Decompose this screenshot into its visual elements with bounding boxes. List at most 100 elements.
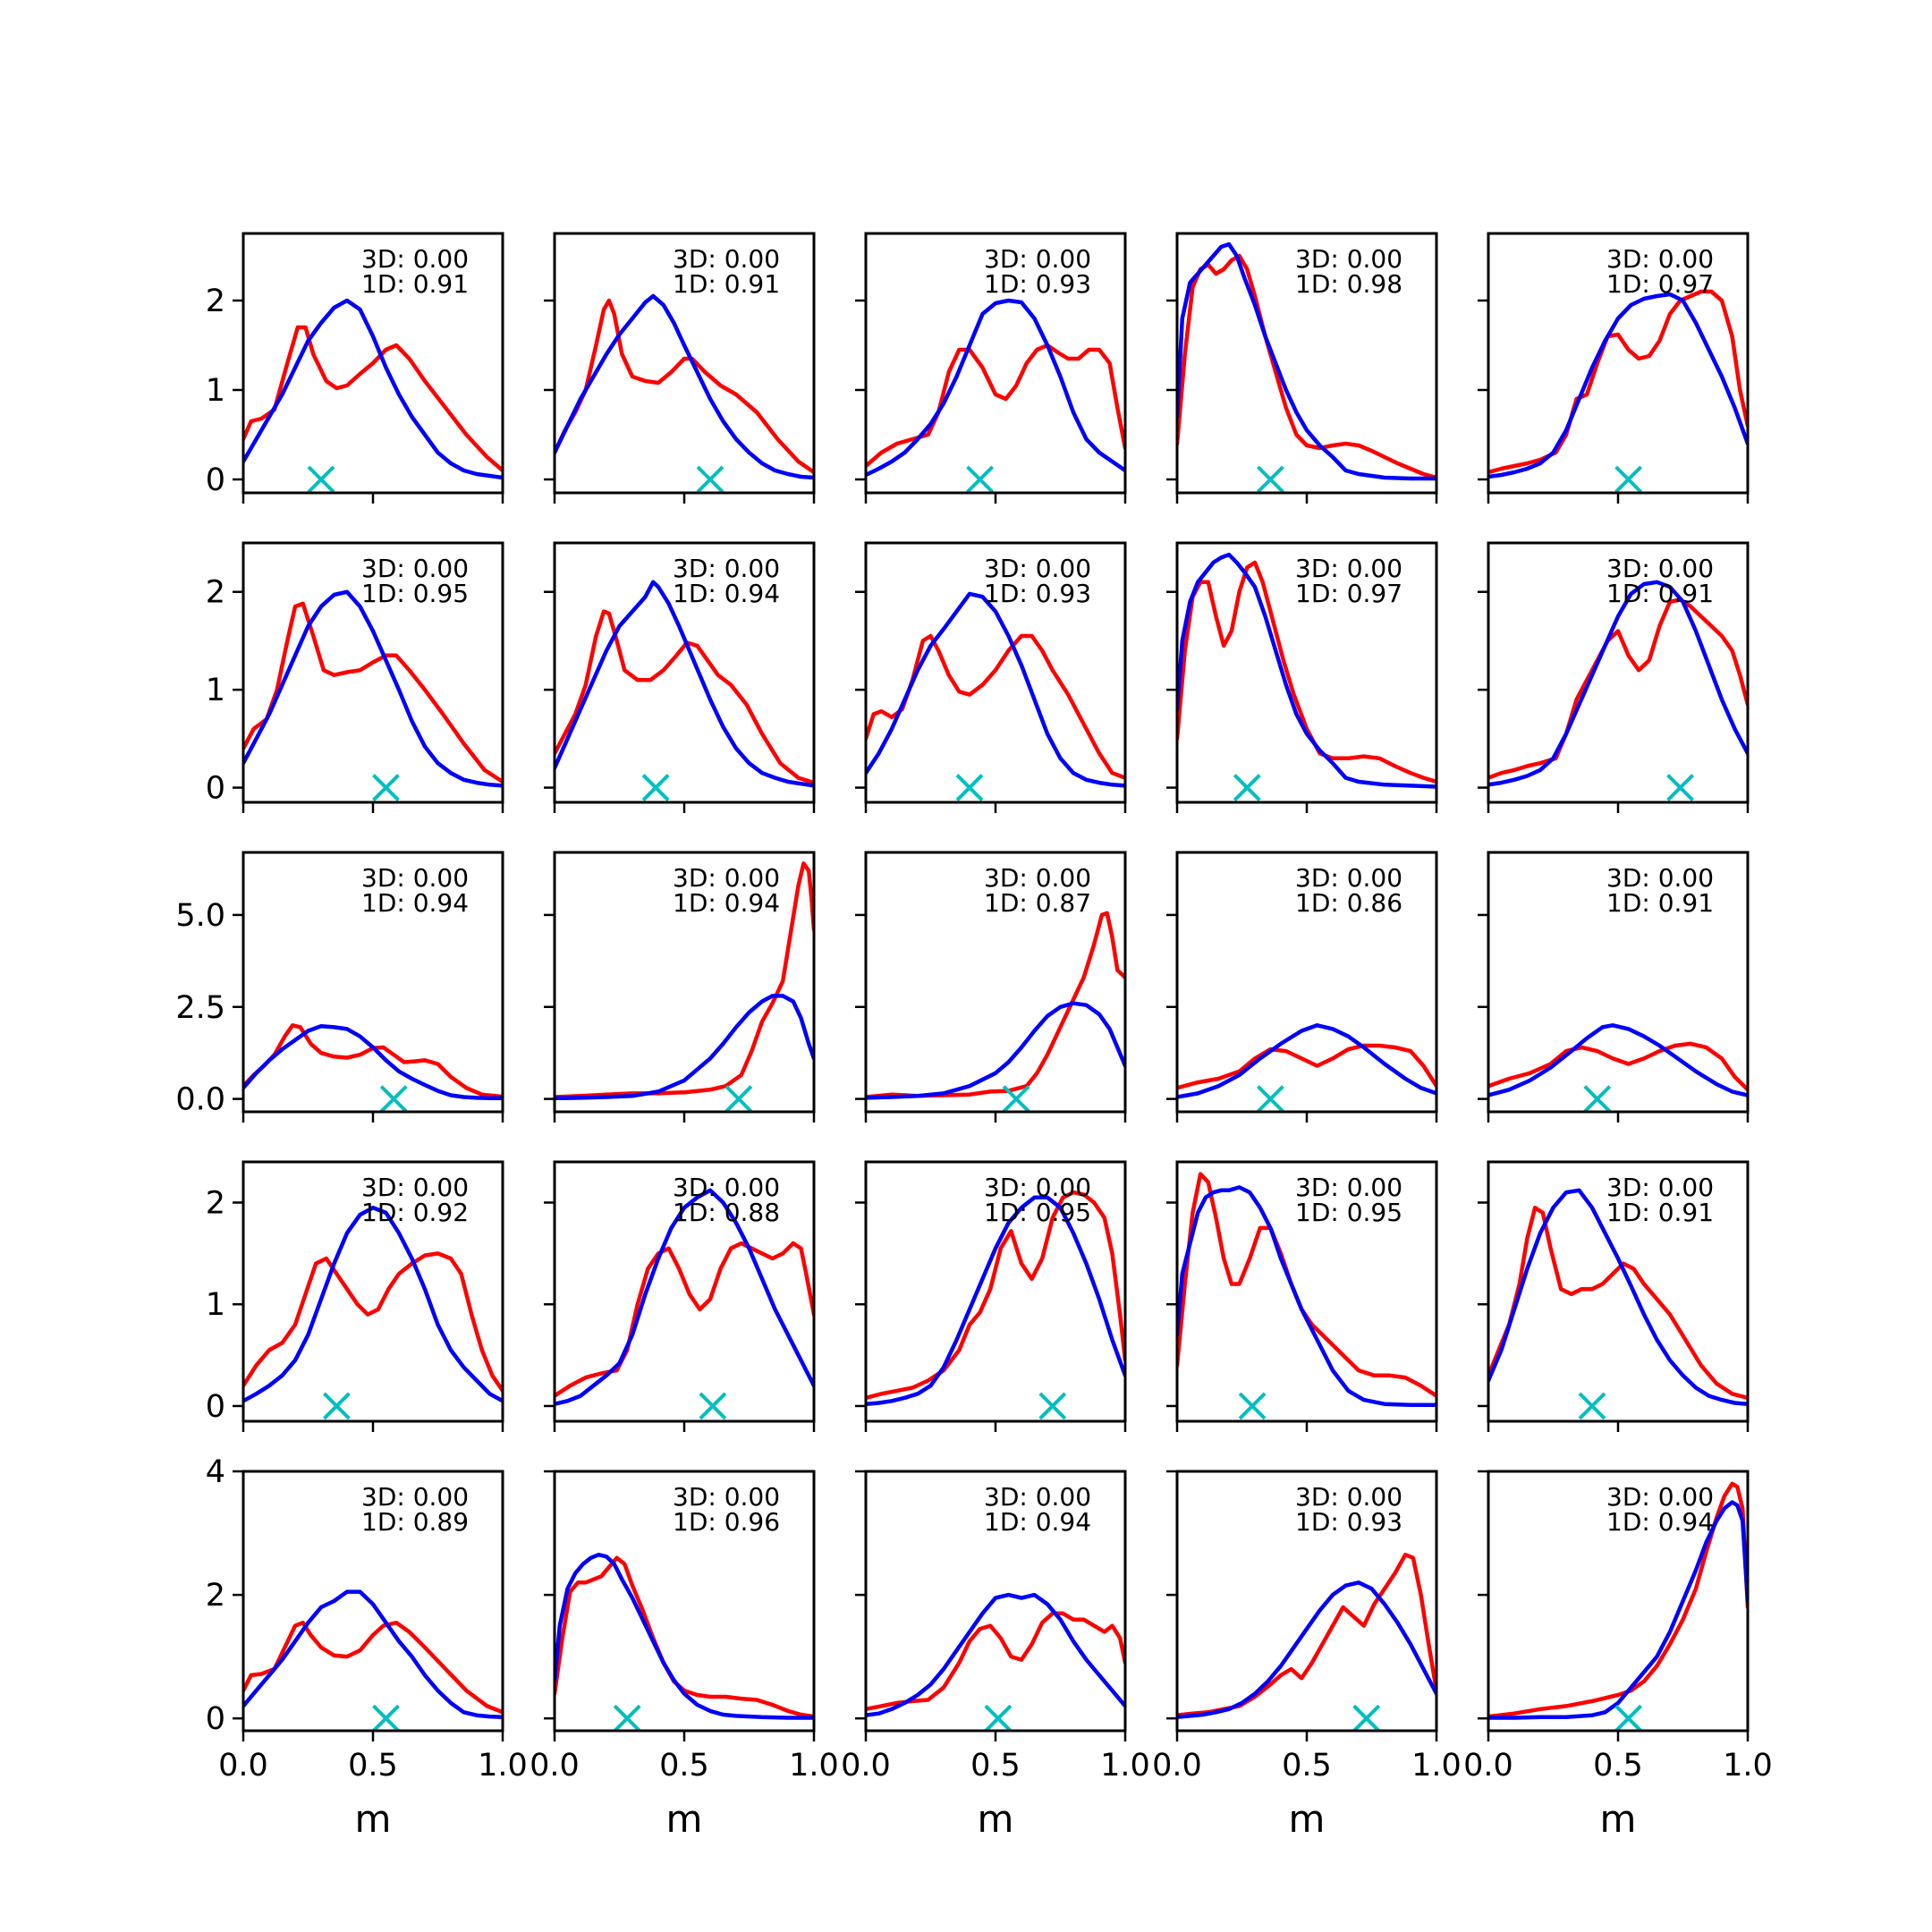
x-marker: [955, 774, 984, 801]
annotation-1d: 1D: 0.94: [1606, 1507, 1714, 1537]
red-series-line: [1177, 560, 1436, 784]
x-marker: [372, 1704, 400, 1733]
blue-series-line: [866, 298, 1125, 478]
blue-series-line: [243, 298, 503, 480]
x-axis-label: m: [666, 1797, 703, 1841]
annotation-1d: 1D: 0.87: [984, 888, 1091, 918]
x-tick-label: 0.0: [218, 1748, 268, 1784]
annotation-3d: 3D: 0.00: [1606, 1173, 1714, 1202]
annotation-3d: 3D: 0.00: [673, 244, 780, 274]
blue-series-line: [866, 1001, 1125, 1100]
plot-area: [1488, 1481, 1748, 1720]
annotation-3d: 3D: 0.00: [361, 1482, 469, 1512]
blue-series-line: [866, 1195, 1125, 1406]
plot-area: [866, 911, 1125, 1100]
red-series-line: [555, 298, 814, 475]
annotation-3d: 3D: 0.00: [984, 1482, 1091, 1512]
blue-series-line: [1488, 1188, 1748, 1406]
annotation-3d: 3D: 0.00: [1606, 554, 1714, 583]
plot-area: [1488, 1188, 1748, 1406]
annotation-3d: 3D: 0.00: [361, 1173, 469, 1202]
blue-series-line: [555, 994, 814, 1101]
annotation-1d: 1D: 0.91: [1606, 888, 1714, 918]
annotation-1d: 1D: 0.91: [1606, 1198, 1714, 1227]
x-marker: [1614, 1704, 1643, 1733]
blue-series-line: [1488, 1023, 1748, 1097]
y-tick-label: 2: [206, 575, 225, 611]
red-series-line: [555, 609, 814, 785]
annotation-1d: 1D: 0.96: [673, 1507, 780, 1537]
annotation-3d: 3D: 0.00: [984, 244, 1091, 274]
red-series-line: [1488, 1205, 1748, 1401]
plot-area: [555, 1552, 814, 1720]
x-axis-label: m: [1600, 1797, 1637, 1841]
x-axis-label: m: [978, 1797, 1014, 1841]
x-marker: [613, 1704, 641, 1733]
plot-area: [555, 1188, 814, 1406]
x-marker: [322, 1392, 351, 1420]
annotation-1d: 1D: 0.88: [673, 1198, 780, 1227]
blue-series-line: [243, 1589, 503, 1720]
x-tick-label: 1.0: [1100, 1748, 1150, 1784]
y-tick-label: 0: [206, 1701, 225, 1737]
annotation-1d: 1D: 0.89: [361, 1507, 469, 1537]
annotation-1d: 1D: 0.94: [361, 888, 469, 918]
plot-area: [1177, 552, 1436, 789]
red-series-line: [866, 1611, 1125, 1712]
blue-series-line: [243, 1023, 503, 1101]
blue-series-line: [555, 1188, 814, 1406]
annotation-3d: 3D: 0.00: [984, 1173, 1091, 1202]
annotation-3d: 3D: 0.00: [361, 554, 469, 583]
blue-series-line: [243, 1205, 503, 1403]
y-tick-label: 0.0: [175, 1082, 225, 1118]
red-series-line: [866, 343, 1125, 469]
x-marker: [966, 465, 995, 494]
x-tick-label: 1.0: [1723, 1748, 1773, 1784]
x-marker: [1256, 465, 1284, 494]
x-marker: [379, 1085, 408, 1114]
x-marker: [1002, 1085, 1030, 1114]
y-tick-label: 0: [206, 462, 225, 498]
plot-area: [1488, 1023, 1748, 1097]
x-marker: [1583, 1085, 1612, 1114]
plot-area: [243, 589, 503, 788]
blue-series-line: [1177, 1185, 1436, 1408]
x-tick-label: 1.0: [789, 1748, 839, 1784]
blue-series-line: [1177, 1023, 1436, 1099]
plot-area: [243, 1023, 503, 1101]
annotation-1d: 1D: 0.97: [1295, 579, 1402, 608]
annotation-1d: 1D: 0.93: [984, 579, 1091, 608]
annotation-1d: 1D: 0.91: [1606, 579, 1714, 608]
x-tick-label: 1.0: [1411, 1748, 1462, 1784]
annotation-1d: 1D: 0.98: [1295, 269, 1402, 299]
annotation-1d: 1D: 0.92: [361, 1198, 469, 1227]
plot-area: [1177, 1552, 1436, 1720]
x-tick-label: 0.5: [1593, 1748, 1643, 1784]
annotation-1d: 1D: 0.91: [361, 269, 469, 299]
annotation-1d: 1D: 0.97: [1606, 269, 1714, 299]
blue-series-line: [1488, 580, 1748, 787]
plot-area: [1177, 1023, 1436, 1099]
plot-area: [866, 1190, 1125, 1406]
x-marker: [1352, 1704, 1381, 1733]
x-marker: [699, 1392, 727, 1420]
red-series-line: [1488, 597, 1748, 780]
x-tick-label: 0.0: [1152, 1748, 1202, 1784]
blue-series-line: [866, 591, 1125, 788]
annotation-1d: 1D: 0.93: [984, 269, 1091, 299]
blue-series-line: [866, 1592, 1125, 1717]
red-series-line: [243, 1023, 503, 1099]
y-tick-label: 1: [206, 373, 225, 409]
